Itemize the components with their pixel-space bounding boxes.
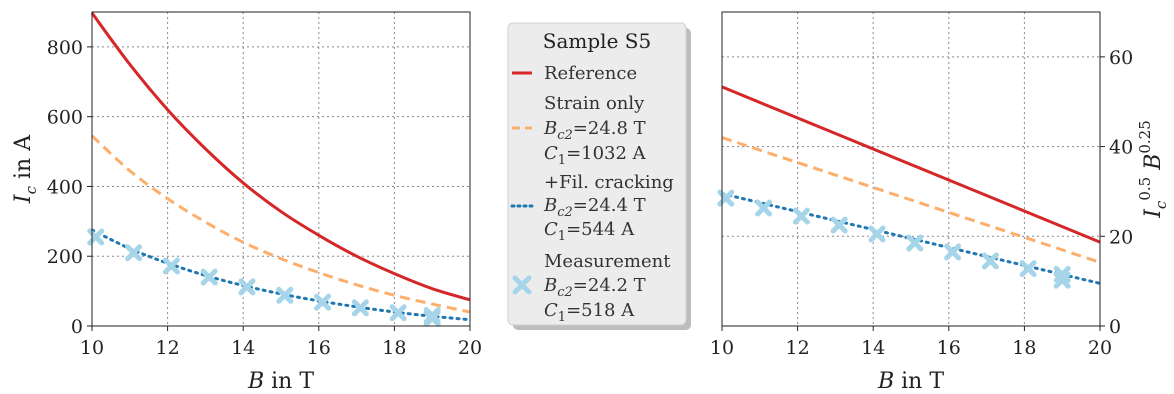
- left-x-tick-label: 16: [307, 337, 331, 359]
- legend-label-measurement-c1: C1=518 A: [544, 300, 635, 325]
- right-x-tick-label: 20: [1088, 337, 1112, 359]
- right-x-tick-label: 14: [861, 337, 885, 359]
- right-measurement-point: [906, 234, 924, 252]
- right-fil-cracking-line: [720, 192, 1102, 285]
- right-strain-only-line: [721, 136, 1101, 264]
- legend-label-strain: Strain only: [544, 93, 645, 114]
- right-measurement-point: [1053, 271, 1071, 289]
- left-fil-cracking-line: [90, 228, 472, 322]
- left-y-tick-label: 600: [47, 107, 83, 129]
- left-x-tick-label: 10: [80, 337, 104, 359]
- left-measurement-point: [200, 268, 218, 286]
- left-y-tick-label: 0: [71, 316, 83, 338]
- left-measurement-point: [314, 293, 332, 311]
- right-x-tick-label: 12: [786, 337, 810, 359]
- right-measurement-point: [755, 199, 773, 217]
- left-measurement-point: [162, 257, 180, 275]
- left-y-tick-label: 200: [47, 246, 83, 268]
- left-x-tick-label: 18: [382, 337, 406, 359]
- left-measurement-point: [423, 309, 441, 327]
- legend-label-cracking: +Fil. cracking: [544, 172, 674, 193]
- left-x-tick-label: 20: [458, 337, 482, 359]
- right-measurement-point: [1019, 260, 1037, 278]
- right-gridlines: [722, 12, 1100, 326]
- left-measurement-point: [276, 286, 294, 304]
- right-x-axis-label: B in T: [877, 369, 944, 394]
- legend-label-strain-bc2: Bc2=24.8 T: [543, 118, 646, 143]
- left-y-axis-label: Ic in A: [11, 134, 40, 204]
- right-measurement-point: [981, 252, 999, 270]
- left-y-tick-label: 800: [47, 37, 83, 59]
- left-x-tick-label: 14: [231, 337, 255, 359]
- right-y-tick-label: 0: [1109, 316, 1121, 338]
- legend-label-cracking-c1: C1=544 A: [544, 219, 635, 244]
- left-measurement-point: [389, 304, 407, 322]
- right-y-axis-label: Ic0.5 B0.25: [1136, 120, 1170, 219]
- right-y-tick-label: 20: [1109, 226, 1133, 248]
- legend-label-strain-c1: C1=1032 A: [544, 143, 647, 168]
- legend-box: [507, 22, 687, 326]
- left-gridlines: [92, 12, 470, 326]
- right-y-tick-label: 40: [1109, 137, 1133, 159]
- right-series-layer: [717, 85, 1102, 289]
- left-measurement-point: [238, 278, 256, 296]
- left-x-axis-label: B in T: [247, 369, 314, 394]
- legend-label-measurement-bc2: Bc2=24.2 T: [543, 275, 646, 300]
- left-reference-line: [90, 12, 471, 302]
- left-measurement-point: [125, 244, 143, 262]
- left-measurement-point: [351, 299, 369, 317]
- legend-label-reference: Reference: [544, 63, 637, 84]
- right-measurement-point: [868, 225, 886, 243]
- legend: Sample S5 Reference Strain only Bc2=24.8…: [507, 22, 691, 330]
- legend-title: Sample S5: [543, 29, 651, 53]
- right-reference-line: [721, 85, 1101, 244]
- left-strain-only-line: [90, 134, 471, 314]
- left-x-tick-label: 12: [156, 337, 180, 359]
- right-x-tick-label: 16: [937, 337, 961, 359]
- right-measurement-point: [830, 216, 848, 234]
- right-y-tick-label: 60: [1109, 47, 1133, 69]
- legend-handle-measurement: [512, 275, 532, 295]
- right-x-tick-label: 10: [710, 337, 734, 359]
- right-plot-frame: [721, 11, 1101, 327]
- legend-label-cracking-bc2: Bc2=24.4 T: [543, 195, 646, 220]
- right-measurement-point: [792, 207, 810, 225]
- legend-label-measurement: Measurement: [544, 251, 671, 272]
- right-measurement-point: [944, 243, 962, 261]
- left-y-tick-label: 400: [47, 176, 83, 198]
- right-x-tick-label: 18: [1012, 337, 1036, 359]
- left-plot-frame: [91, 11, 471, 327]
- left-series-layer: [87, 12, 472, 327]
